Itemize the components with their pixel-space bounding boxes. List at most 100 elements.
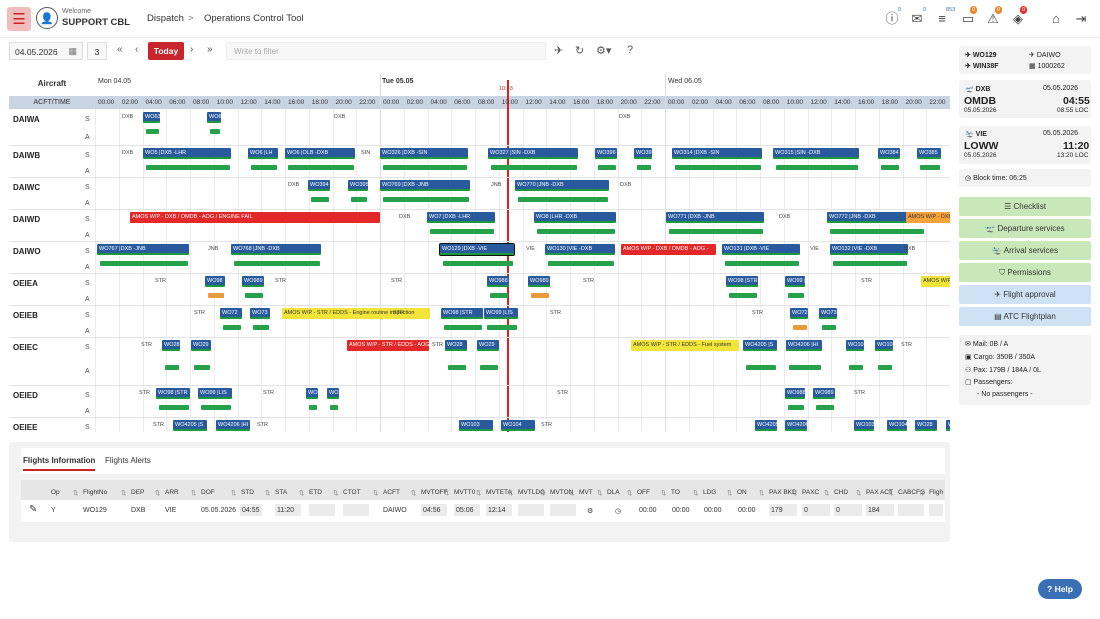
flight-bar[interactable]: WO771 |DXB -JNB bbox=[666, 212, 764, 223]
flight-approval-button[interactable]: ✈ Flight approval bbox=[959, 285, 1091, 304]
flight-bar[interactable]: AMOS W/P bbox=[921, 276, 950, 287]
actual-flight-bar[interactable] bbox=[309, 405, 317, 410]
actual-flight-bar[interactable] bbox=[234, 261, 320, 266]
settings-dropdown-icon[interactable]: ⚙▾ bbox=[596, 45, 612, 57]
sort-icon[interactable]: ⇅ bbox=[540, 490, 546, 497]
aircraft-row-label[interactable]: OEIEC bbox=[13, 343, 38, 352]
flight-bar[interactable]: WO29 bbox=[477, 340, 499, 351]
aircraft-row-label[interactable]: DAIWB bbox=[13, 151, 41, 160]
actual-flight-bar[interactable] bbox=[849, 365, 863, 370]
sort-icon[interactable]: ⇅ bbox=[444, 490, 450, 497]
flight-bar[interactable]: WO4206 |HI bbox=[216, 420, 250, 431]
flight-bar[interactable]: WO104 bbox=[887, 420, 907, 431]
flight-bar[interactable]: WO6 |LH bbox=[248, 148, 278, 159]
column-header[interactable]: Fligh bbox=[929, 489, 944, 496]
tab-flights-information[interactable]: Flights Information bbox=[23, 456, 96, 471]
sort-icon[interactable]: ⇅ bbox=[569, 490, 575, 497]
flight-bar[interactable]: WO315 |SIN -DXB bbox=[773, 148, 859, 159]
actual-flight-bar[interactable] bbox=[531, 293, 549, 298]
flight-bar[interactable]: WO989 bbox=[242, 276, 264, 287]
column-header[interactable]: ETD bbox=[309, 489, 322, 496]
flight-bar[interactable]: WO772 |JNB -DXB bbox=[827, 212, 925, 223]
actual-flight-bar[interactable] bbox=[776, 165, 858, 170]
sort-icon[interactable]: ⇅ bbox=[299, 490, 305, 497]
sort-icon[interactable]: ⇅ bbox=[919, 490, 925, 497]
aircraft-row-label[interactable]: DAIWO bbox=[13, 247, 41, 256]
actual-flight-bar[interactable] bbox=[194, 365, 210, 370]
flight-bar[interactable]: WO7 |DXB -LHR bbox=[427, 212, 495, 223]
departure-services-button[interactable]: 🛫 Departure services bbox=[959, 219, 1091, 238]
actual-flight-bar[interactable] bbox=[816, 405, 834, 410]
column-header[interactable]: MVTETA bbox=[486, 489, 512, 496]
cell-box[interactable] bbox=[550, 504, 576, 516]
mvt-icon[interactable]: ⚙ bbox=[587, 508, 594, 515]
sort-icon[interactable]: ⇅ bbox=[231, 490, 237, 497]
help-button[interactable]: ? Help bbox=[1038, 579, 1082, 599]
actual-flight-bar[interactable] bbox=[443, 261, 513, 266]
checklist-button[interactable]: ☰ Checklist bbox=[959, 197, 1091, 216]
flight-bar[interactable]: WO314 |DXB -SIN bbox=[672, 148, 762, 159]
flight-bar[interactable]: WO104 bbox=[875, 340, 893, 351]
cell-box[interactable] bbox=[309, 504, 335, 516]
flight-bar[interactable]: AMOS W/P - STR / EDDS - Fuel system bbox=[631, 340, 739, 351]
column-header[interactable]: CABCFG bbox=[898, 489, 926, 496]
flight-bar[interactable]: WO4205 |S bbox=[743, 340, 777, 351]
flight-bar[interactable]: WO384 bbox=[878, 148, 900, 159]
flight-bar[interactable]: AMOS W/P - STR / EDDS - Engine routine i… bbox=[282, 308, 430, 319]
flight-bar[interactable]: WO989 bbox=[528, 276, 550, 287]
flight-bar[interactable]: WO28 bbox=[915, 420, 937, 431]
actual-flight-bar[interactable] bbox=[675, 165, 761, 170]
sort-icon[interactable]: ⇅ bbox=[661, 490, 667, 497]
flight-bar[interactable]: WO29 bbox=[191, 340, 211, 351]
actual-flight-bar[interactable] bbox=[210, 129, 220, 134]
actual-flight-bar[interactable] bbox=[878, 365, 892, 370]
flight-bar[interactable]: AMOS W/P - DXB bbox=[906, 212, 950, 223]
atc-flightplan-button[interactable]: ▤ ATC Flightplan bbox=[959, 307, 1091, 326]
column-header[interactable]: MVTON bbox=[550, 489, 574, 496]
actual-flight-bar[interactable] bbox=[165, 365, 179, 370]
actual-flight-bar[interactable] bbox=[598, 165, 616, 170]
flight-bar[interactable]: WO72 bbox=[790, 308, 808, 319]
flight-bar[interactable]: WO989 bbox=[813, 388, 835, 399]
sort-icon[interactable]: ⇅ bbox=[856, 490, 862, 497]
column-header[interactable]: ARR bbox=[165, 489, 179, 496]
cell-box[interactable] bbox=[343, 504, 369, 516]
actual-flight-bar[interactable] bbox=[789, 365, 821, 370]
flight-bar[interactable]: WO4205 |S bbox=[173, 420, 207, 431]
column-header[interactable]: DOF bbox=[201, 489, 215, 496]
flight-bar[interactable]: WO72 bbox=[220, 308, 242, 319]
cell-box[interactable] bbox=[802, 504, 830, 516]
today-button[interactable]: Today bbox=[148, 42, 184, 60]
flight-bar[interactable]: WO132 |VIE -DXB bbox=[830, 244, 908, 255]
flight-bar[interactable]: WO29 bbox=[946, 420, 950, 431]
column-header[interactable]: CHD bbox=[834, 489, 849, 496]
date-input[interactable]: 04.05.2026 ▦ bbox=[9, 42, 83, 60]
arrival-services-button[interactable]: 🛬 Arrival services bbox=[959, 241, 1091, 260]
flight-bar[interactable]: WO99 |LIS bbox=[484, 308, 518, 319]
flight-bar[interactable]: WO6 |OLB -DXB bbox=[285, 148, 355, 159]
sort-icon[interactable]: ⇅ bbox=[333, 490, 339, 497]
flight-bar[interactable]: WO4206 |H bbox=[785, 420, 807, 431]
actual-flight-bar[interactable] bbox=[788, 405, 804, 410]
actual-flight-bar[interactable] bbox=[311, 197, 329, 202]
flight-bar[interactable]: WO28 bbox=[445, 340, 467, 351]
actual-flight-bar[interactable] bbox=[100, 261, 188, 266]
flight-bar[interactable]: WO326 |DXB -SIN bbox=[380, 148, 468, 159]
sort-icon[interactable]: ⇅ bbox=[411, 490, 417, 497]
chevron-right-icon[interactable]: › bbox=[190, 44, 194, 55]
cell-box[interactable] bbox=[421, 504, 447, 516]
actual-flight-bar[interactable] bbox=[518, 197, 608, 202]
message-icon[interactable]: ▭ bbox=[961, 11, 975, 26]
sort-icon[interactable]: ⇅ bbox=[508, 490, 514, 497]
actual-flight-bar[interactable] bbox=[146, 165, 230, 170]
actual-flight-bar[interactable] bbox=[444, 325, 482, 330]
sort-icon[interactable]: ⇅ bbox=[597, 490, 603, 497]
aircraft-row-label[interactable]: DAIWD bbox=[13, 215, 41, 224]
flight-bar[interactable]: WO73 bbox=[819, 308, 837, 319]
refresh-icon[interactable]: ↻ bbox=[575, 45, 585, 57]
sort-icon[interactable]: ⇅ bbox=[476, 490, 482, 497]
actual-flight-bar[interactable] bbox=[729, 293, 757, 298]
logout-icon[interactable]: ⇥ bbox=[1075, 11, 1087, 26]
actual-flight-bar[interactable] bbox=[822, 325, 836, 330]
flight-bar[interactable]: WO770 |JNB -DXB bbox=[515, 180, 609, 191]
